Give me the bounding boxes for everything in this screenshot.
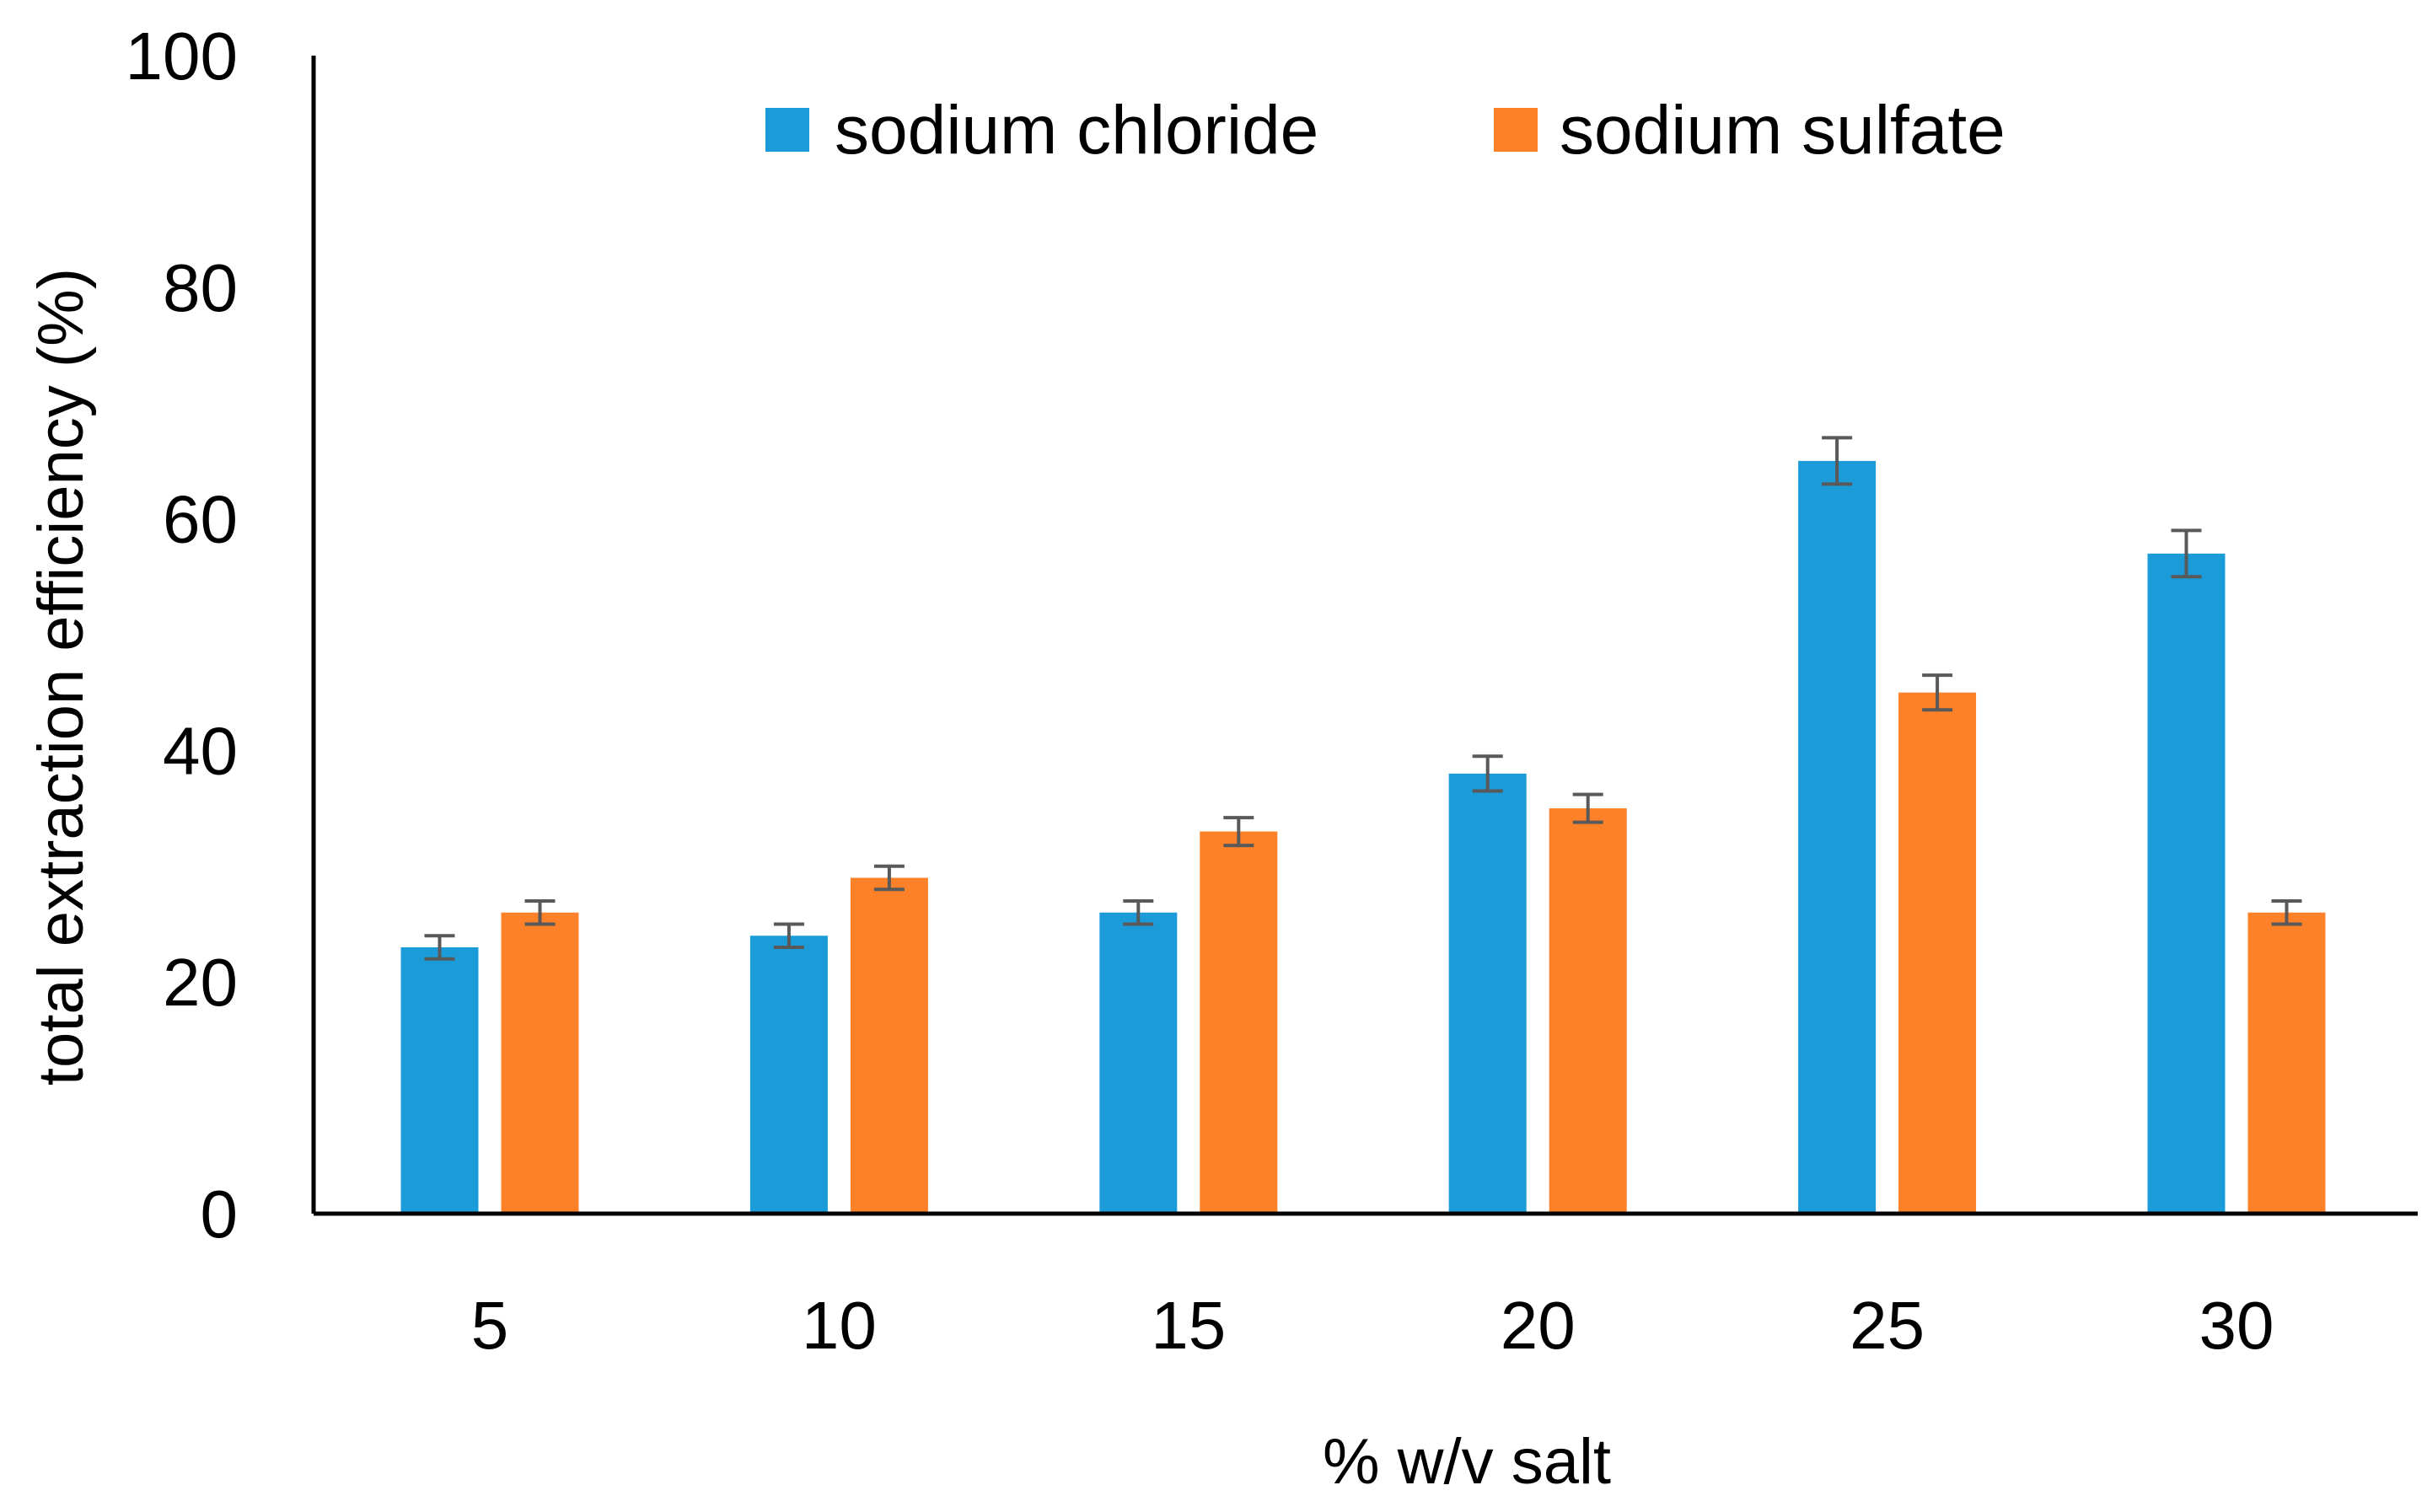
error-bar-sodium-chloride-5 <box>424 934 455 961</box>
x-tick-label: 25 <box>1850 1288 1925 1363</box>
error-bar-sodium-chloride-15 <box>1123 899 1154 926</box>
error-bar-sodium-chloride-20 <box>1472 754 1503 793</box>
x-axis-title: % w/v salt <box>1323 1426 1611 1498</box>
legend-swatch-sodium-sulfate <box>1494 108 1538 152</box>
bar-sodium-sulfate-15 <box>1200 831 1278 1214</box>
y-tick-label: 20 <box>163 945 238 1020</box>
y-tick-label: 0 <box>201 1177 239 1252</box>
y-tick-label: 100 <box>126 19 238 94</box>
bar-sodium-sulfate-30 <box>2247 912 2326 1214</box>
legend: sodium chloride sodium sulfate <box>765 92 2005 169</box>
legend-label-sodium-sulfate: sodium sulfate <box>1560 92 2005 169</box>
error-bar-sodium-chloride-25 <box>1822 436 1853 486</box>
error-bar-sodium-sulfate-25 <box>1922 673 1953 712</box>
error-bar-sodium-chloride-10 <box>773 922 804 949</box>
x-tick-label: 10 <box>802 1288 877 1363</box>
error-bar-sodium-sulfate-30 <box>2271 899 2302 926</box>
bar-sodium-chloride-30 <box>2147 553 2226 1214</box>
error-bar-sodium-sulfate-10 <box>873 864 905 892</box>
bar-sodium-chloride-10 <box>749 936 828 1214</box>
bar-sodium-chloride-15 <box>1099 912 1178 1214</box>
x-tick-label: 30 <box>2199 1288 2274 1363</box>
bar-sodium-chloride-25 <box>1798 460 1877 1214</box>
y-tick-label: 40 <box>163 713 238 788</box>
bar-sodium-sulfate-10 <box>850 877 928 1214</box>
x-tick-label: 20 <box>1501 1288 1576 1363</box>
x-tick-labels: 5 10 15 20 25 30 <box>471 1288 2274 1363</box>
x-tick-label: 5 <box>471 1288 509 1363</box>
y-tick-label: 80 <box>163 250 238 325</box>
bar-sodium-chloride-20 <box>1448 773 1527 1214</box>
bars-group <box>400 460 2326 1214</box>
error-bar-sodium-chloride-30 <box>2171 528 2202 579</box>
x-tick-label: 15 <box>1151 1288 1226 1363</box>
bar-sodium-sulfate-5 <box>501 912 579 1214</box>
y-axis-title: total extraction efficiency (%) <box>25 268 97 1086</box>
error-bar-sodium-sulfate-20 <box>1572 792 1603 824</box>
y-tick-labels: 0 20 40 60 80 100 <box>126 19 238 1252</box>
error-bar-sodium-sulfate-15 <box>1223 816 1254 848</box>
y-tick-label: 60 <box>163 482 238 557</box>
bar-sodium-chloride-5 <box>400 946 479 1214</box>
legend-swatch-sodium-chloride <box>765 108 809 152</box>
legend-label-sodium-chloride: sodium chloride <box>835 92 1318 169</box>
error-bar-sodium-sulfate-5 <box>524 899 556 926</box>
bar-sodium-sulfate-20 <box>1549 808 1627 1214</box>
bar-sodium-sulfate-25 <box>1898 692 1977 1214</box>
error-bars-group <box>424 436 2302 961</box>
axes-group <box>311 56 2418 1216</box>
